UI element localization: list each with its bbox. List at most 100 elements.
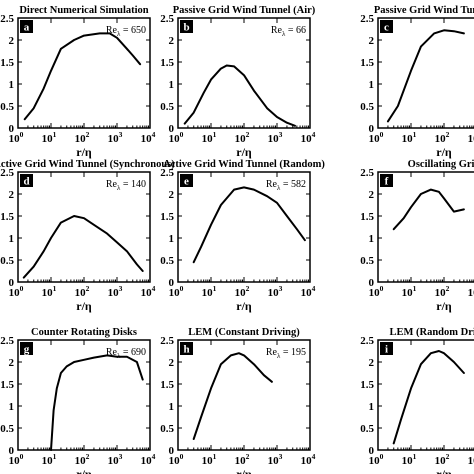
panel-i: LEM (Random Driving) 0 0.5 1 1.5 2 2.5 100 101 10… [360, 327, 474, 474]
panel-title: LEM (Constant Driving) [188, 327, 300, 338]
y-tick-label: 1 [369, 401, 375, 413]
data-curve [386, 29, 465, 123]
x-tick-label: 104 [141, 452, 156, 467]
reynolds-label: Reλ = 650 [106, 25, 146, 38]
y-tick-label: 2.5 [360, 335, 374, 347]
x-tick-label: 100 [169, 452, 184, 467]
reynolds-label: Reλ = 195 [266, 347, 306, 360]
x-axis-label: r/η [76, 467, 92, 474]
x-tick-label: 100 [369, 284, 384, 299]
y-tick-label: 2 [369, 189, 375, 201]
data-curve [192, 352, 273, 440]
data-curve [50, 354, 144, 451]
panel-badge-letter: h [183, 344, 189, 356]
y-tick-label: 2.5 [160, 167, 174, 179]
y-tick-label: 1 [169, 401, 175, 413]
y-tick-label: 1 [9, 79, 15, 91]
y-tick-label: 1.5 [0, 379, 14, 391]
panel-badge [180, 20, 193, 33]
panel-a: Direct Numerical Simulation 0 0.5 1 1.5 2 2.5 1… [0, 5, 155, 159]
x-tick-label: 103 [268, 284, 283, 299]
panel-e: Active Grid Wind Tunnel (Random) 0 0.5 1 1.5… [160, 159, 325, 313]
data-curve [23, 32, 142, 121]
y-tick-label: 2.5 [160, 13, 174, 25]
y-tick-label: 2 [169, 35, 175, 47]
y-tick-label: 1 [9, 401, 15, 413]
panel-badge-letter: c [384, 22, 389, 34]
y-tick-label: 0.5 [160, 423, 174, 435]
x-tick-label: 101 [402, 130, 417, 145]
y-tick-label: 2.5 [360, 167, 374, 179]
panel-badge-letter: f [385, 176, 389, 188]
x-tick-label: 104 [301, 130, 316, 145]
panel-badge [380, 342, 393, 355]
y-tick-label: 2.5 [0, 335, 14, 347]
panel-badge [380, 20, 393, 33]
reynolds-label: Reλ = 66 [271, 25, 306, 38]
y-tick-label: 1.5 [0, 211, 14, 223]
y-tick-label: 0 [9, 445, 15, 457]
x-tick-label: 103 [108, 130, 123, 145]
panel-title: Oscillating Grid [408, 159, 474, 170]
data-curve [392, 350, 465, 445]
panel-f: Oscillating Grid 0 0.5 1 1.5 2 2.5 100 101 102 103… [360, 159, 474, 313]
y-tick-label: 1 [369, 79, 375, 91]
panel-badge [20, 174, 33, 187]
y-tick-label: 0.5 [0, 255, 14, 267]
panel-title: Active Grid Wind Tunnel (Random) [163, 159, 325, 170]
panel-title: Counter Rotating Disks [31, 327, 137, 338]
y-tick-label: 1.5 [160, 211, 174, 223]
y-tick-label: 0 [169, 123, 175, 135]
y-tick-label: 0.5 [360, 423, 374, 435]
x-axis-label: r/η [436, 299, 452, 313]
y-tick-label: 2 [369, 35, 375, 47]
reynolds-label: Reλ = 690 [106, 347, 146, 360]
panel-badge [20, 342, 33, 355]
x-axis-label: r/η [236, 299, 252, 313]
x-tick-label: 101 [202, 284, 217, 299]
x-tick-label: 102 [435, 452, 450, 467]
x-tick-label: 101 [202, 452, 217, 467]
y-tick-label: 0 [169, 445, 175, 457]
x-tick-label: 100 [369, 130, 384, 145]
y-tick-label: 2.5 [360, 13, 374, 25]
panel-badge-letter: a [24, 22, 30, 34]
data-curve [392, 188, 465, 231]
panel-badge [180, 342, 193, 355]
x-axis-label: r/η [236, 467, 252, 474]
panel-b: Passive Grid Wind Tunnel (Air) 0 0.5 1 1.5 2 2… [160, 5, 316, 159]
x-tick-label: 102 [435, 130, 450, 145]
x-tick-label: 102 [235, 284, 250, 299]
panel-title: Passive Grid Wind Tunnel (He) [374, 5, 474, 16]
plot-frame [377, 339, 474, 451]
x-tick-label: 100 [9, 452, 24, 467]
panel-title: Active Grid Wind Tunnel (Synchronous) [0, 159, 175, 170]
y-tick-label: 2.5 [0, 13, 14, 25]
y-tick-label: 2.5 [160, 335, 174, 347]
y-tick-label: 2 [9, 35, 15, 47]
y-tick-label: 0.5 [360, 255, 374, 267]
x-tick-label: 103 [468, 130, 474, 145]
x-tick-label: 103 [108, 452, 123, 467]
x-tick-label: 101 [402, 284, 417, 299]
data-curve [183, 64, 296, 127]
panel-badge-letter: b [183, 22, 189, 34]
panel-badge-letter: e [184, 176, 189, 188]
x-tick-label: 102 [75, 284, 90, 299]
panel-title: Passive Grid Wind Tunnel (Air) [173, 5, 316, 16]
x-tick-label: 104 [301, 284, 316, 299]
panel-badge [380, 174, 393, 187]
x-tick-label: 100 [169, 284, 184, 299]
panel-g: Counter Rotating Disks 0 0.5 1 1.5 2 2.5 100 101… [0, 327, 155, 474]
y-tick-label: 1.5 [360, 379, 374, 391]
x-tick-label: 102 [235, 130, 250, 145]
x-tick-label: 103 [108, 284, 123, 299]
y-tick-label: 0 [369, 445, 375, 457]
y-tick-label: 2 [9, 189, 15, 201]
y-tick-label: 0.5 [160, 255, 174, 267]
x-tick-label: 101 [42, 452, 57, 467]
x-tick-label: 102 [435, 284, 450, 299]
x-tick-label: 103 [468, 452, 474, 467]
reynolds-label: Reλ = 582 [266, 179, 306, 192]
x-tick-label: 103 [268, 130, 283, 145]
